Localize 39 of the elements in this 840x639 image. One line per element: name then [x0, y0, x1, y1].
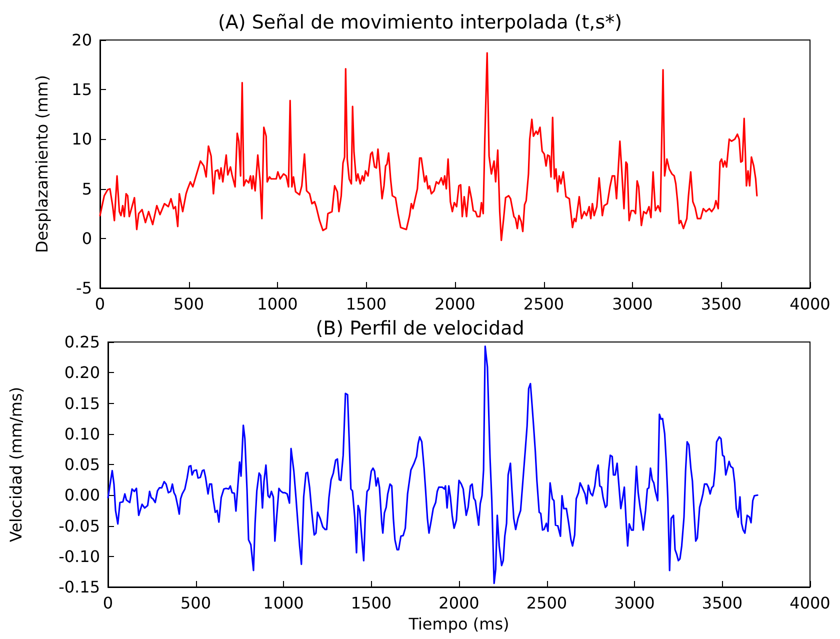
y-tick-label: 0.25	[64, 332, 100, 352]
y-tick-label: -5	[76, 278, 92, 298]
x-tick-label: 2500	[523, 294, 564, 314]
x-tick-label: 1500	[346, 294, 387, 314]
chart-title: (A) Señal de movimiento interpolada (t,s*)	[218, 12, 622, 34]
x-tick-label: 500	[180, 594, 212, 612]
y-tick-label: 20	[72, 30, 92, 50]
x-tick-label: 1500	[350, 594, 392, 612]
y-tick-label: -0.05	[58, 516, 100, 536]
x-tick-label: 4000	[790, 594, 830, 612]
y-axis-title: Desplazamiento (mm)	[32, 75, 52, 253]
y-tick-label: 0.05	[64, 455, 100, 474]
line-series	[99, 52, 758, 242]
x-tick-label: 500	[173, 294, 204, 314]
y-tick-label: 0	[82, 228, 92, 248]
y-axis-title: Velocidad (mm/ms)	[6, 386, 26, 542]
y-tick-label: 0.15	[64, 394, 100, 413]
line-series	[107, 345, 758, 584]
x-axis-title: Tiempo (ms)	[408, 614, 510, 634]
x-tick-label: 4000	[790, 294, 830, 314]
y-tick-label: -0.15	[58, 578, 100, 596]
y-tick-label: -0.10	[58, 546, 100, 566]
x-tick-label: 2500	[526, 594, 568, 612]
x-tick-label: 0	[102, 594, 114, 612]
x-tick-label: 2000	[438, 594, 480, 612]
x-tick-label: 2000	[434, 294, 476, 314]
y-tick-label: 5	[82, 179, 92, 198]
y-tick-label: 0.10	[64, 424, 100, 444]
x-tick-label: 3000	[612, 294, 653, 314]
x-tick-label: 3000	[614, 594, 655, 612]
y-tick-label: 10	[72, 130, 92, 149]
x-tick-label: 1000	[257, 294, 298, 314]
x-tick-label: 1000	[263, 594, 304, 612]
y-tick-label: 0.00	[64, 486, 100, 505]
x-tick-label: 3500	[700, 294, 742, 314]
x-tick-label: 3500	[702, 594, 743, 612]
y-tick-label: 0.20	[64, 363, 100, 382]
chart-title: (B) Perfil de velocidad	[316, 318, 524, 340]
y-tick-label: 15	[72, 80, 92, 100]
